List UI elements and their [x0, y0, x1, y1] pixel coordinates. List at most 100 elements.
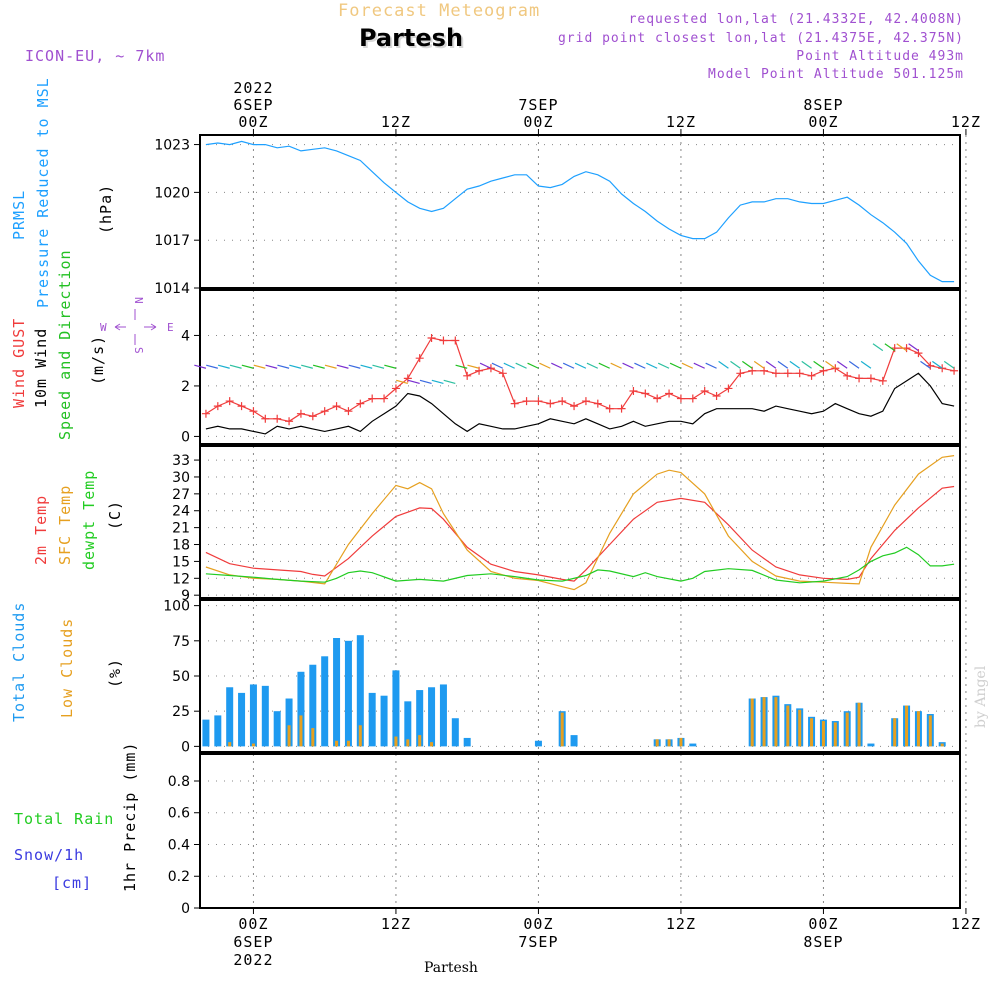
snow-unit-label: [cm] — [52, 874, 92, 892]
wind-direction-arrow — [539, 362, 551, 369]
point-altitude: Point Altitude 493m — [796, 49, 964, 64]
wind-direction-arrow — [610, 362, 622, 369]
wind-direction-arrow — [908, 343, 919, 352]
wind-direction-arrow — [301, 364, 313, 369]
wind-direction-arrow — [265, 364, 278, 369]
low-cloud-bar — [905, 705, 909, 747]
credit-watermark: by Angel — [973, 665, 989, 728]
precipitation-ytick-label: 0.4 — [168, 837, 190, 853]
gust-point — [700, 386, 709, 395]
top-day-label: 7SEP — [518, 96, 558, 114]
snow-label: Snow/1h — [14, 846, 84, 864]
total-cloud-bar — [368, 692, 376, 747]
gust-point — [285, 417, 294, 426]
low-cloud-bar — [810, 718, 814, 747]
temperature-series-2-line — [205, 546, 955, 584]
model-label: ICON-EU, ~ 7km — [25, 47, 165, 65]
bottom-hour-label: 00Z — [238, 915, 268, 933]
top-hour-label: 12Z — [951, 113, 981, 131]
wind-direction-arrow — [943, 360, 955, 369]
low-cloud-bar — [679, 737, 683, 747]
temperature-ytick-label: 12 — [172, 571, 190, 587]
temperature-ytick-label: 18 — [172, 538, 190, 554]
wind-ytick-label: 2 — [181, 379, 190, 395]
gust-point — [368, 394, 377, 403]
panel-precipitation: 0 0.2 0.4 0.6 0.8 — [168, 753, 967, 917]
total-cloud-bar — [570, 735, 578, 747]
gust-point — [451, 336, 460, 345]
pressure-msl-label: Pressure Reduced to MSL — [34, 77, 52, 308]
low-cloud-bar — [845, 712, 849, 747]
total-cloud-bar — [202, 719, 210, 747]
wind-direction-arrow — [813, 360, 824, 369]
gust-point — [593, 399, 602, 408]
low-clouds-label: Low Clouds — [58, 618, 76, 718]
gust-point — [344, 407, 353, 416]
wind-series-0-line — [205, 337, 955, 422]
wind-direction-arrow — [753, 360, 765, 369]
wind-axis-labels: Wind GUST 10m Wind Speed and Direction (… — [10, 249, 107, 440]
low-cloud-bar — [287, 725, 291, 747]
gust-point — [296, 409, 305, 418]
wind-direction-arrow — [801, 360, 812, 369]
low-cloud-bar — [358, 725, 362, 747]
wind-direction-arrow — [562, 362, 575, 369]
gust-point — [213, 402, 222, 411]
wind-direction-arrow — [229, 364, 242, 369]
wind-direction-arrow — [289, 364, 302, 369]
gust-point — [463, 371, 472, 380]
gust-point — [546, 399, 555, 408]
wind-direction-arrow — [372, 364, 385, 369]
gust-point — [866, 374, 875, 383]
low-cloud-bar — [940, 743, 944, 747]
low-cloud-bar — [251, 743, 255, 747]
wind-direction-arrow — [825, 360, 836, 369]
clouds-ytick-label: 100 — [163, 599, 190, 615]
gust-point — [201, 409, 210, 418]
wind-direction-arrow — [194, 364, 207, 369]
wind-direction-arrow — [742, 360, 753, 369]
wind-direction-arrow — [657, 362, 670, 369]
temperature-ytick-label: 9 — [181, 588, 190, 604]
wind-direction-arrow — [634, 362, 646, 369]
wind-direction-arrow — [491, 362, 504, 369]
total-cloud-bar — [451, 718, 459, 747]
total-cloud-bar — [463, 737, 471, 747]
gust-point — [570, 402, 579, 411]
temp-2m-label: 2m Temp — [32, 495, 50, 565]
wind-direction-arrow — [324, 364, 337, 369]
total-cloud-bar — [867, 743, 875, 747]
low-cloud-bar — [394, 736, 398, 747]
gust-point — [855, 374, 864, 383]
temperature-ytick-label: 24 — [172, 504, 190, 520]
gust-point — [249, 407, 258, 416]
wind-direction-arrow — [431, 379, 444, 384]
total-cloud-bar — [321, 656, 329, 747]
total-cloud-bar — [214, 715, 222, 747]
gust-point — [605, 404, 614, 413]
low-cloud-bar — [430, 742, 434, 747]
total-cloud-bar — [344, 640, 352, 747]
panel-pressure: 1014 1017 1020 1023 — [154, 134, 967, 297]
total-rain-label: Total Rain — [14, 810, 114, 828]
wind-direction-arrow — [396, 379, 408, 384]
pressure-ytick-label: 1014 — [154, 281, 190, 297]
temperature-ytick-label: 30 — [172, 470, 190, 486]
compass-north: N — [132, 297, 145, 305]
precipitation-ytick-label: 0.6 — [168, 806, 190, 822]
low-cloud-bar — [750, 698, 754, 747]
bottom-hour-label: 00Z — [808, 915, 838, 933]
wind-direction-arrow — [884, 343, 896, 352]
total-cloud-bar — [404, 701, 412, 747]
pressure-ytick-label: 1017 — [154, 233, 190, 249]
low-cloud-bar — [311, 728, 315, 747]
low-cloud-bar — [228, 742, 232, 747]
wind-direction-arrow — [598, 362, 610, 369]
total-cloud-bar — [226, 687, 234, 747]
gust-point — [653, 394, 662, 403]
pressure-unit-label: (hPa) — [97, 184, 115, 234]
total-cloud-bar — [238, 692, 246, 747]
temperature-series-1-line — [205, 455, 955, 591]
